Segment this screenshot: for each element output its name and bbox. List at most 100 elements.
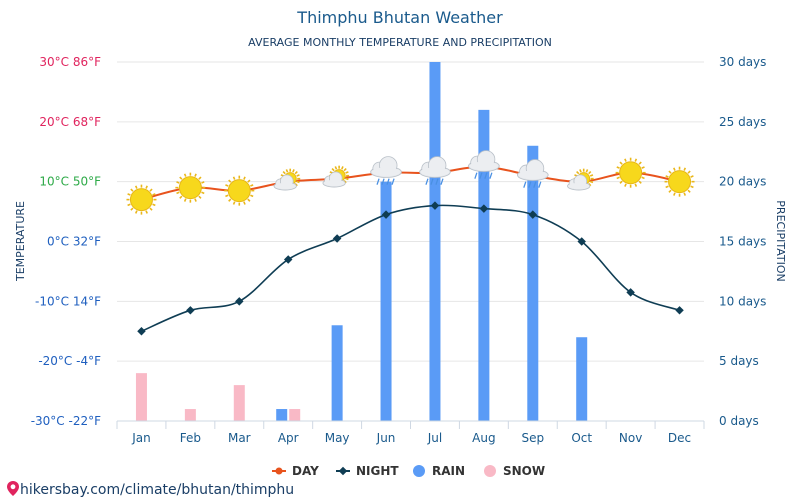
rain-bar: [429, 62, 441, 421]
sun-ray: [282, 171, 286, 175]
sun-ray: [687, 170, 691, 174]
axis-layer: 30°C 86°F 20°C 68°F 10°C 50°F 0°C 32°F -10°C…: [31, 55, 767, 445]
sun-ray: [194, 173, 197, 177]
night-point: [675, 306, 684, 315]
sun-ray: [194, 198, 197, 202]
grid-layer: [117, 61, 704, 422]
legend-marker: [413, 465, 425, 477]
sun-ray: [638, 161, 642, 165]
sun-ray: [292, 169, 295, 173]
left-tick-label: 0°C 32°F: [47, 235, 101, 249]
legend-marker: [338, 466, 348, 476]
sun-ray: [341, 166, 344, 170]
sun-icon: [126, 184, 157, 215]
sun-ray: [228, 198, 232, 202]
rain-bar: [478, 109, 490, 421]
left-tick-label: -20°C -4°F: [38, 354, 101, 368]
right-tick-label: 15 days: [719, 235, 766, 249]
legend-item: DAY: [272, 464, 319, 478]
x-tick-label: Jun: [376, 431, 396, 445]
sun-ray: [198, 176, 202, 180]
right-tick-label: 20 days: [719, 175, 766, 189]
rain-cloud-icon: [468, 150, 500, 179]
sun-ray: [285, 169, 289, 173]
rain-drop: [533, 181, 537, 188]
sun-ray: [294, 171, 298, 175]
sun-icon: [664, 166, 695, 197]
sun-icon: [615, 157, 646, 188]
sun-ray: [225, 194, 229, 198]
sun-ray: [345, 177, 349, 181]
sun-ray: [183, 198, 187, 202]
x-tick-label: Mar: [228, 431, 251, 445]
sun-ray: [589, 180, 594, 184]
right-tick-label: 5 days: [719, 354, 759, 368]
sun-ray: [579, 169, 582, 173]
cloud-fill: [469, 161, 499, 171]
sun-ray: [127, 203, 131, 207]
sun-ray: [201, 181, 205, 184]
cloud-fill: [371, 167, 401, 177]
right-axis-label: PRECIPITATION: [774, 200, 787, 281]
sun-ray: [690, 175, 694, 178]
rain-drop: [435, 178, 439, 185]
rain-bar: [276, 409, 288, 421]
sun-ray: [176, 181, 180, 184]
sun-ray: [179, 176, 183, 180]
x-tick-label: Apr: [278, 431, 299, 445]
line-layer: [137, 165, 684, 336]
sun-cloud-icon: [567, 168, 594, 191]
x-tick-label: Feb: [180, 431, 201, 445]
legend-label: SNOW: [503, 464, 545, 478]
sun-ray: [619, 180, 623, 184]
sun-ray: [624, 158, 627, 162]
left-tick-label: -30°C -22°F: [31, 414, 101, 428]
sun-ray: [243, 201, 246, 205]
cloud-fill: [568, 182, 590, 190]
watermark-text: hikersbay.com/climate/bhutan/thimphu: [20, 482, 294, 498]
sun-ray: [145, 210, 148, 214]
sun-ray: [250, 194, 254, 198]
cloud-fill: [274, 182, 296, 190]
rain-drop: [479, 172, 483, 179]
left-tick-label: 10°C 50°F: [39, 175, 101, 189]
sun-ray: [665, 185, 669, 189]
night-point: [186, 306, 195, 315]
legend-item: NIGHT: [336, 464, 399, 478]
rain-cloud-icon: [516, 159, 549, 188]
bar-layer: [135, 62, 588, 421]
sun-ray: [152, 193, 156, 196]
sun-ray: [232, 201, 236, 205]
sun-ray: [179, 195, 183, 199]
left-tick-label: 30°C 86°F: [39, 55, 101, 69]
rain-cloud-icon: [419, 156, 451, 185]
night-point: [137, 327, 146, 336]
night-point: [235, 297, 244, 306]
sun-ray: [250, 184, 254, 187]
sun-ray: [247, 198, 251, 202]
night-point: [332, 234, 342, 243]
sun-ray: [201, 191, 205, 195]
right-tick-label: 25 days: [719, 115, 766, 129]
legend-label: RAIN: [432, 464, 465, 478]
sun-icon: [175, 172, 206, 203]
rain-bar: [576, 337, 588, 421]
snow-bar: [135, 373, 147, 421]
night-point: [430, 201, 440, 210]
rain-drop: [528, 181, 532, 188]
left-tick-label: -10°C 14°F: [35, 294, 101, 308]
rain-drop: [474, 172, 478, 179]
sun-cloud-icon: [273, 168, 301, 191]
sun-ray: [624, 183, 627, 187]
legend: DAY NIGHT RAIN SNOW: [272, 464, 545, 478]
rain-bar: [380, 181, 392, 421]
sun-ray: [345, 171, 349, 174]
sun-ray: [228, 179, 232, 183]
sun-ray: [673, 192, 676, 196]
right-tick-label: 30 days: [719, 55, 766, 69]
sun-ray: [641, 166, 645, 169]
legend-label: NIGHT: [356, 464, 399, 478]
x-tick-label: Jul: [427, 431, 442, 445]
